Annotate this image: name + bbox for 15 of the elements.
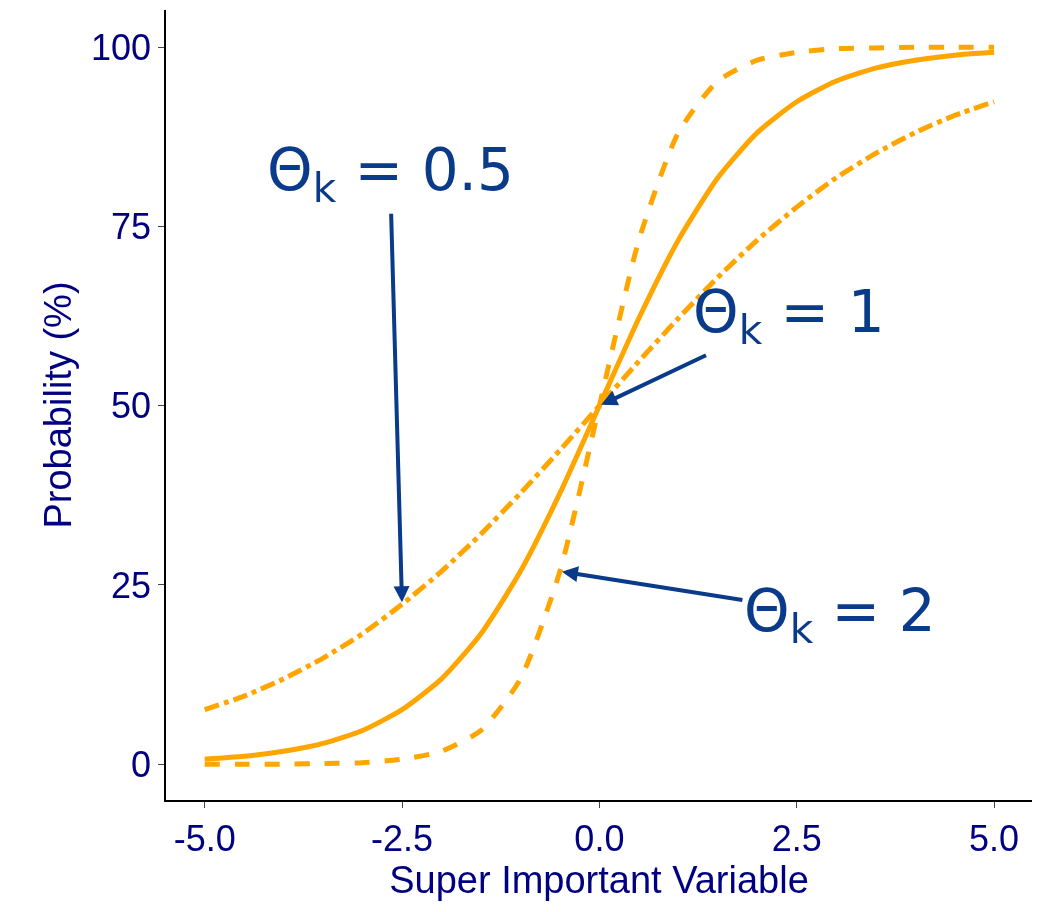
y-axis-title: Probability (%)	[36, 281, 79, 529]
y-tick-label: 0	[131, 743, 152, 785]
x-axis-title: Super Important Variable	[389, 858, 809, 901]
x-tick-label: 2.5	[771, 817, 822, 859]
x-tick-label: 5.0	[969, 817, 1020, 859]
x-tick-label: 0.0	[574, 817, 625, 859]
annotation: Θ$_{k}$ = 2	[744, 577, 936, 654]
annotation: Θ$_{k}$ = 0.5	[267, 136, 514, 213]
y-tick-label: 25	[111, 564, 152, 606]
annotation: Θ$_{k}$ = 1	[693, 278, 885, 355]
y-tick-label: 75	[111, 206, 152, 248]
y-tick-label: 100	[90, 26, 152, 68]
x-tick-label: -5.0	[173, 817, 236, 859]
x-tick-label: -2.5	[371, 817, 434, 859]
y-tick-label: 50	[111, 385, 152, 427]
